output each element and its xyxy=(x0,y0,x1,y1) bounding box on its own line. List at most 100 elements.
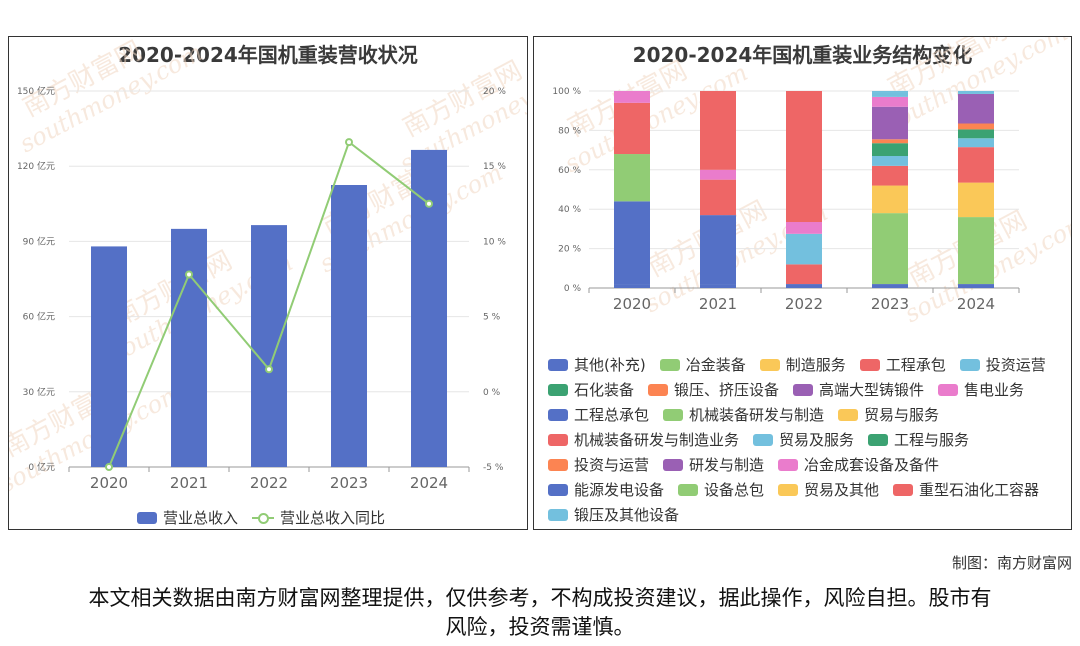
stacked-segment xyxy=(872,156,908,166)
legend-item[interactable]: 工程总承包 xyxy=(548,402,649,427)
legend-item[interactable]: 石化装备 xyxy=(548,377,634,402)
y-right-tick-label: 0 % xyxy=(483,388,501,398)
y-left-tick-label: 30 亿元 xyxy=(23,386,55,398)
legend-item[interactable]: 冶金装备 xyxy=(659,352,746,377)
business-structure-chart-svg: 南方财富网southmoney.com南方财富网southmoney.com南方… xyxy=(552,37,1071,328)
legend-label: 制造服务 xyxy=(785,356,846,374)
legend-item[interactable]: 制造服务 xyxy=(759,352,846,377)
legend-label: 锻压、挤压设备 xyxy=(674,381,780,399)
y-right-tick-label: 20 % xyxy=(483,87,506,97)
y-right-tick-label: 10 % xyxy=(483,237,506,247)
legend-swatch xyxy=(548,508,568,521)
business-structure-chart-panel: 2020-2024年国机重装业务结构变化 南方财富网southmoney.com… xyxy=(533,36,1072,530)
legend-swatch xyxy=(663,408,684,421)
legend-item[interactable]: 能源发电设备 xyxy=(548,477,664,502)
revenue-bar xyxy=(331,185,367,467)
legend-item[interactable]: 贸易与服务 xyxy=(838,402,939,427)
y-tick-label: 100 % xyxy=(552,87,581,97)
legend-item[interactable]: 投资运营 xyxy=(959,352,1046,377)
legend-label: 营业总收入 xyxy=(162,509,238,527)
legend-label: 研发与制造 xyxy=(689,456,765,474)
legend-label: 冶金装备 xyxy=(685,356,746,374)
legend-label: 营业总收入同比 xyxy=(280,509,386,527)
legend-item[interactable]: 工程承包 xyxy=(859,352,946,377)
legend-swatch xyxy=(793,383,814,396)
legend-swatch xyxy=(759,358,780,371)
legend-label: 工程与服务 xyxy=(894,431,970,449)
legend-label: 冶金成套设备及备件 xyxy=(804,456,940,474)
stacked-segment xyxy=(872,92,908,97)
stacked-segment xyxy=(700,284,736,288)
legend-swatch xyxy=(548,458,568,471)
stacked-segment xyxy=(958,182,994,218)
stacked-segment xyxy=(786,264,822,285)
legend-label: 石化装备 xyxy=(574,381,635,399)
legend-label: 贸易与服务 xyxy=(864,406,940,424)
legend-swatch xyxy=(548,433,568,446)
stacked-segment xyxy=(614,154,650,202)
revenue-chart-legend: 营业总收入 营业总收入同比 xyxy=(9,505,527,529)
business-structure-chart-title: 2020-2024年国机重装业务结构变化 xyxy=(632,43,973,67)
yoy-point xyxy=(425,199,433,208)
legend-label: 重型石油化工容器 xyxy=(919,481,1040,499)
x-tick-label: 2022 xyxy=(785,295,823,313)
legend-item[interactable]: 贸易及其他 xyxy=(778,477,879,502)
stacked-segment xyxy=(700,91,736,170)
revenue-bar xyxy=(411,149,447,467)
legend-swatch xyxy=(548,358,568,371)
credit-text: 制图：南方财富网 xyxy=(951,554,1072,572)
legend-label: 能源发电设备 xyxy=(574,481,665,499)
legend-label: 工程总承包 xyxy=(574,406,650,424)
legend-label: 高端大型铸锻件 xyxy=(819,381,925,399)
y-tick-label: 60 % xyxy=(558,166,581,176)
legend-item[interactable]: 机械装备研发与制造 xyxy=(663,402,824,427)
revenue-bar xyxy=(171,228,207,467)
disclaimer-text: 本文相关数据由南方财富网整理提供，仅供参考，不构成投资建议，据此操作，风险自担。… xyxy=(88,586,992,639)
stacked-segment xyxy=(872,143,908,157)
legend-item[interactable]: 营业总收入同比 xyxy=(252,505,386,529)
stacked-segment xyxy=(958,284,994,288)
legend-swatch xyxy=(868,433,889,446)
legend-item[interactable]: 贸易及服务 xyxy=(753,427,854,452)
revenue-chart-panel: 2020-2024年国机重装营收状况 南方财富网 southmoney.com 南方… xyxy=(8,36,528,530)
stacked-segment xyxy=(786,222,822,234)
legend-item[interactable]: 锻压及其他设备 xyxy=(548,502,679,527)
stacked-segment xyxy=(614,91,650,103)
legend-swatch xyxy=(136,511,157,524)
legend-item[interactable]: 重型石油化工容器 xyxy=(893,477,1039,502)
legend-item[interactable]: 营业总收入 xyxy=(136,505,238,529)
legend-swatch xyxy=(893,483,914,496)
legend-swatch xyxy=(648,383,669,396)
legend-item[interactable]: 售电业务 xyxy=(938,377,1024,402)
legend-label: 工程承包 xyxy=(885,356,946,374)
business-structure-chart-legend: 其他(补充) 冶金装备 制造服务 工程承包 投资运营石化装备 锻压、挤压设备 高端大型铸锻件… xyxy=(548,352,1067,527)
legend-item[interactable]: 工程与服务 xyxy=(868,427,969,452)
stacked-segment xyxy=(958,147,994,183)
legend-item[interactable]: 高端大型铸锻件 xyxy=(793,377,924,402)
legend-item[interactable]: 其他(补充) xyxy=(548,352,646,377)
legend-item[interactable]: 投资与运营 xyxy=(548,452,649,477)
yoy-point xyxy=(345,138,353,147)
stacked-segment xyxy=(958,129,994,139)
revenue-chart-title: 2020-2024年国机重装营收状况 xyxy=(118,43,418,67)
y-right-tick-label: -5 % xyxy=(483,463,504,473)
revenue-bar xyxy=(91,246,127,467)
legend-label: 贸易及服务 xyxy=(779,431,855,449)
legend-label: 设备总包 xyxy=(704,481,765,499)
stacked-segment xyxy=(614,201,650,285)
legend-item[interactable]: 锻压、挤压设备 xyxy=(648,377,779,402)
legend-swatch xyxy=(663,458,684,471)
yoy-point xyxy=(265,365,273,374)
legend-label: 其他(补充) xyxy=(574,356,646,374)
legend-item[interactable]: 冶金成套设备及备件 xyxy=(778,452,939,477)
x-tick-label: 2024 xyxy=(957,295,995,313)
legend-item[interactable]: 机械装备研发与制造业务 xyxy=(548,427,739,452)
stacked-segment xyxy=(786,284,822,288)
legend-swatch xyxy=(778,483,799,496)
y-left-tick-label: 0 亿元 xyxy=(28,461,55,473)
y-tick-label: 40 % xyxy=(558,205,581,215)
x-tick-label: 2023 xyxy=(871,295,909,313)
legend-item[interactable]: 研发与制造 xyxy=(663,452,764,477)
legend-item[interactable]: 设备总包 xyxy=(678,477,764,502)
